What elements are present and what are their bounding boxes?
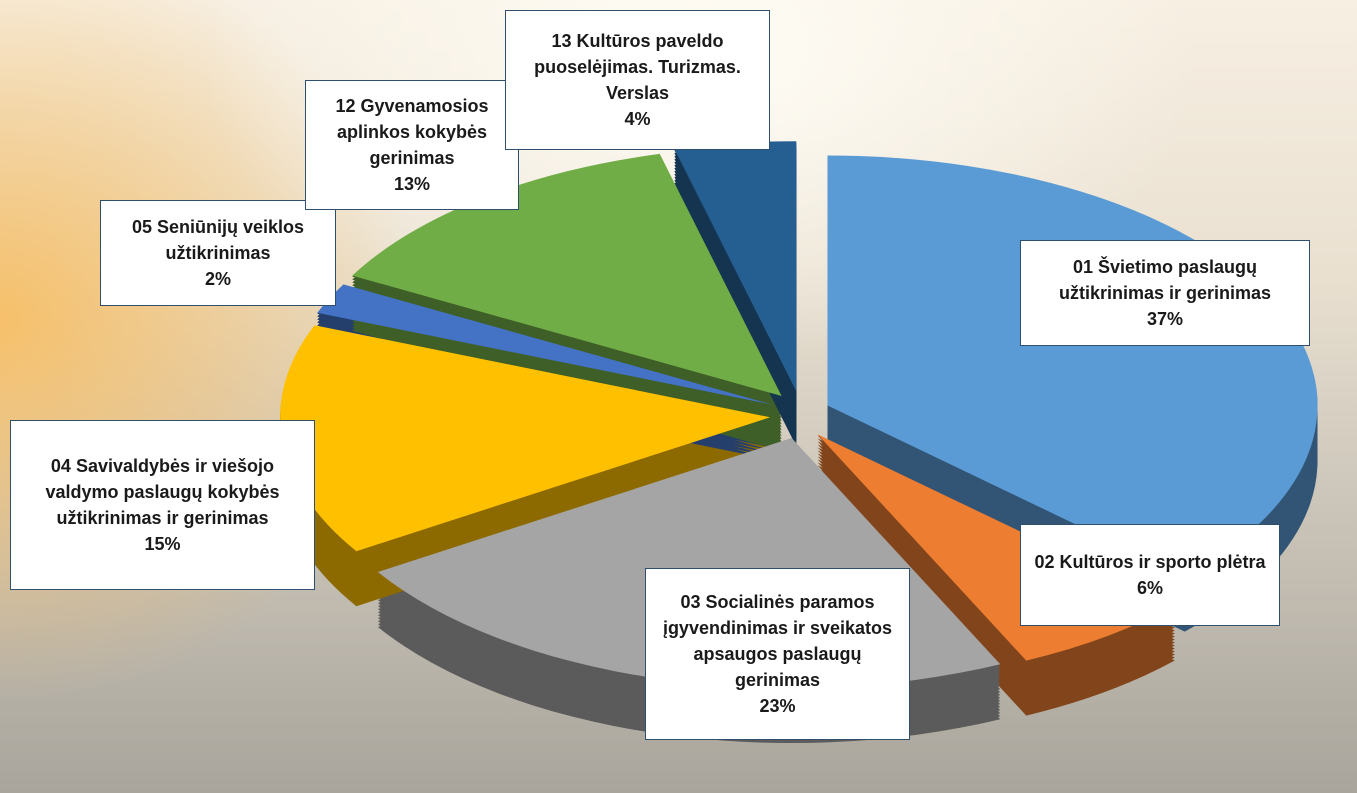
- page: (() => { const data = JSON.parse(documen…: [0, 0, 1357, 793]
- category-label: 02 Kultūros ir sporto plėtra: [1034, 549, 1265, 575]
- category-label: 01 Švietimo paslaugų užtikrinimas ir ger…: [1029, 254, 1301, 306]
- category-label: 12 Gyvenamosios aplinkos kokybės gerinim…: [314, 93, 510, 171]
- value-label: 13%: [394, 171, 430, 197]
- value-label: 4%: [624, 106, 650, 132]
- value-label: 6%: [1137, 575, 1163, 601]
- value-label: 23%: [759, 693, 795, 719]
- data-callout: 12 Gyvenamosios aplinkos kokybės gerinim…: [305, 80, 519, 210]
- category-label: 13 Kultūros paveldo puoselėjimas. Turizm…: [514, 28, 761, 106]
- category-label: 03 Socialinės paramos įgyvendinimas ir s…: [654, 589, 901, 693]
- data-callout: 04 Savivaldybės ir viešojo valdymo pasla…: [10, 420, 315, 590]
- category-label: 05 Seniūnijų veiklos užtikrinimas: [109, 214, 327, 266]
- value-label: 15%: [144, 531, 180, 557]
- value-label: 2%: [205, 266, 231, 292]
- data-callout: 13 Kultūros paveldo puoselėjimas. Turizm…: [505, 10, 770, 150]
- data-callout: 03 Socialinės paramos įgyvendinimas ir s…: [645, 568, 910, 740]
- category-label: 04 Savivaldybės ir viešojo valdymo pasla…: [19, 453, 306, 531]
- data-callout: 01 Švietimo paslaugų užtikrinimas ir ger…: [1020, 240, 1310, 346]
- value-label: 37%: [1147, 306, 1183, 332]
